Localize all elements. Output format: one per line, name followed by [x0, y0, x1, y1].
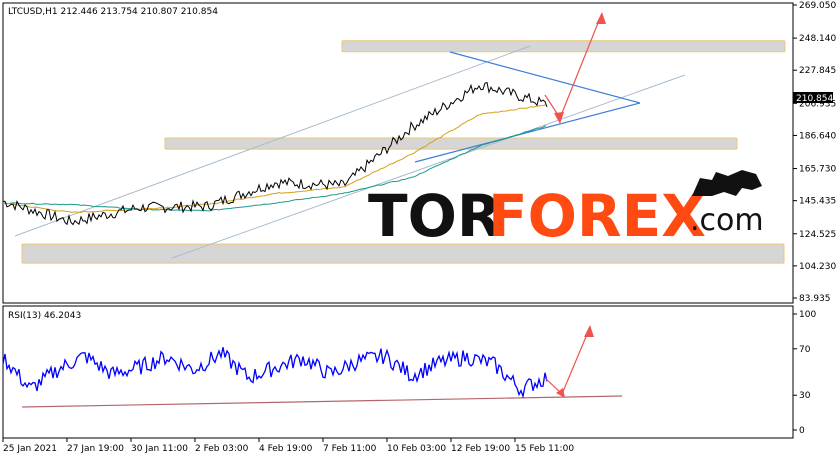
rsi-trend-line [21, 395, 623, 408]
rsi-line [2, 347, 548, 399]
moving-average-fast-line [2, 104, 547, 214]
x-tick-label: 4 Feb 19:00 [259, 444, 313, 454]
sr-zone [21, 243, 785, 264]
x-tick-label: 10 Feb 03:00 [387, 444, 446, 454]
logo-part-com: .com [690, 203, 764, 238]
rsi-y-axis: 100 70 30 0 [793, 310, 816, 436]
rsi-tick-label: 70 [799, 345, 811, 355]
y-tick-label: 124.525 [799, 230, 836, 240]
x-tick-label: 30 Jan 11:00 [131, 444, 188, 454]
channel-upper-line [14, 45, 531, 237]
x-tick-label: 27 Jan 19:00 [67, 444, 124, 454]
y-tick-label: 186.640 [799, 131, 836, 141]
triangle-upper-line [449, 51, 641, 104]
x-tick-label: 12 Feb 19:00 [451, 444, 510, 454]
x-tick-label: 25 Jan 2021 [3, 444, 57, 454]
logo-part-forex: FOREX [488, 182, 706, 250]
x-tick-label: 15 Feb 11:00 [515, 444, 574, 454]
forecast-arrow-up [559, 17, 601, 119]
rsi-panel [2, 305, 794, 439]
x-tick-label: 7 Feb 11:00 [323, 444, 377, 454]
triangle-lower-line [414, 102, 641, 163]
last-price-label: 210.854 [796, 94, 833, 104]
torforex-logo: TOR FOREX .com [368, 170, 764, 250]
y-tick-label: 145.435 [799, 197, 836, 207]
arrow-head-up [596, 12, 606, 24]
y-tick-label: 165.730 [799, 165, 836, 175]
logo-part-tor: TOR [368, 182, 502, 250]
y-tick-label: 83.935 [799, 294, 831, 304]
y-tick-label: 104.230 [799, 262, 836, 272]
y-tick-label: 248.140 [799, 34, 836, 44]
bull-icon [692, 170, 762, 196]
rsi-arrow-up [561, 331, 589, 395]
sr-zone [341, 40, 786, 53]
x-tick-label: 2 Feb 03:00 [195, 444, 249, 454]
last-price-badge [793, 92, 833, 103]
price-line [2, 81, 548, 226]
time-x-axis: 25 Jan 2021 27 Jan 19:00 30 Jan 11:00 2 Feb… [2, 438, 574, 454]
y-tick-label: 227.845 [799, 66, 836, 76]
rsi-forecast-arrows [544, 325, 594, 398]
trend-lines [14, 45, 686, 259]
rsi-arrow-head-up [584, 325, 594, 337]
y-tick-label: 269.050 [799, 1, 836, 11]
sr-zone [164, 137, 738, 150]
rsi-tick-label: 0 [799, 426, 805, 436]
rsi-arrow-head-down [556, 388, 565, 398]
price-panel-header: LTCUSD,H1 212.446 213.754 210.807 210.85… [8, 7, 218, 17]
rsi-tick-label: 30 [799, 391, 811, 401]
rsi-panel-header: RSI(13) 46.2043 [8, 311, 81, 321]
moving-average-slow-line [3, 125, 547, 212]
support-resistance-zones [21, 40, 786, 264]
y-tick-label: 206.935 [799, 99, 836, 109]
price-y-axis: 269.050 248.140 227.845 206.935 186.640 165.7… [793, 1, 836, 304]
channel-lower-line [171, 74, 686, 259]
forecast-arrows [544, 12, 606, 124]
rsi-tick-label: 100 [799, 310, 816, 320]
